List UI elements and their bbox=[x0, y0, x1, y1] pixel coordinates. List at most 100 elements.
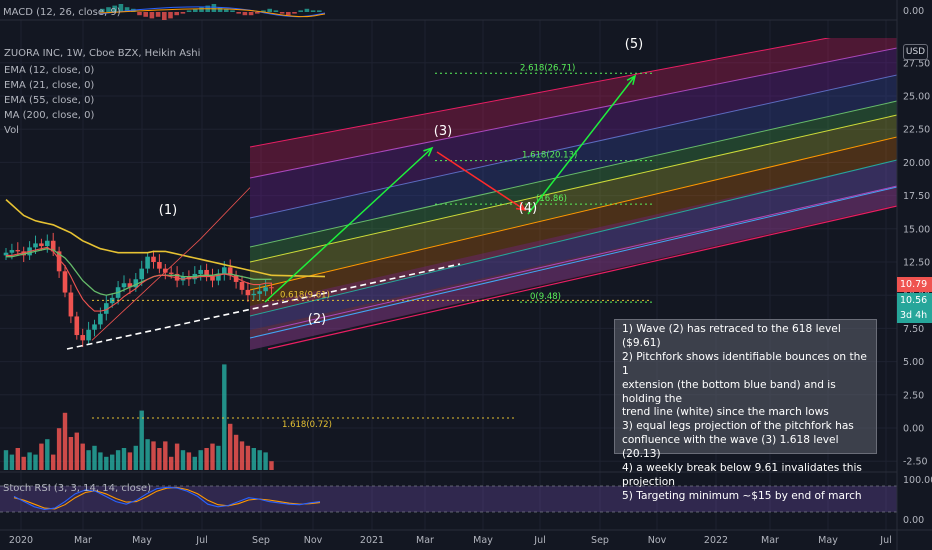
stoch-label: Stoch RSI (3, 3, 14, 14, close) bbox=[3, 483, 151, 494]
macd-bar bbox=[168, 12, 173, 19]
volume-bars: 1.618(0.72) bbox=[3, 364, 515, 470]
analysis-note[interactable]: 1) Wave (2) has retraced to the 618 leve… bbox=[614, 319, 877, 502]
pitchfork-band-lower bbox=[250, 160, 897, 330]
macd-bar bbox=[100, 8, 105, 12]
time-tick-label: Mar bbox=[416, 535, 434, 546]
symbol-title: ZUORA INC, 1W, Cboe BZX, Heikin Ashi bbox=[4, 48, 200, 59]
fib-level-label: 1.618(20.13) bbox=[522, 151, 577, 161]
macd-tick-label: 0.00 bbox=[903, 6, 924, 17]
macd-bar bbox=[112, 5, 117, 12]
candle-body bbox=[50, 240, 56, 252]
fib-level-label: (16.86) bbox=[536, 194, 567, 204]
pitchfork-line bbox=[267, 185, 897, 331]
candle-body bbox=[80, 335, 85, 341]
fib-level-label: 0.618(9.61) bbox=[280, 290, 330, 300]
macd-bar bbox=[162, 12, 167, 20]
candle-body bbox=[15, 250, 21, 252]
candle-body bbox=[68, 292, 74, 317]
macd-bar bbox=[137, 12, 142, 16]
volume-bar bbox=[245, 445, 251, 470]
candle-body bbox=[121, 283, 127, 288]
volume-bar bbox=[186, 452, 192, 470]
macd-bar bbox=[230, 10, 235, 12]
macd-bar bbox=[304, 8, 310, 12]
macd-bar bbox=[267, 8, 272, 12]
time-tick-label: Mar bbox=[761, 535, 779, 546]
macd-pane: MACD (12, 26, close, 9) bbox=[0, 4, 897, 21]
volume-bar bbox=[3, 450, 9, 470]
legend: ZUORA INC, 1W, Cboe BZX, Heikin Ashi EMA… bbox=[4, 48, 200, 136]
macd-bar bbox=[298, 10, 303, 12]
volume-bar bbox=[121, 448, 127, 470]
macd-bar bbox=[124, 7, 130, 12]
volume-bar bbox=[21, 456, 26, 470]
pitchfork-band bbox=[250, 160, 897, 338]
volume-bar bbox=[15, 448, 20, 470]
note-line: 5) Targeting minimum ~$15 by end of marc… bbox=[622, 489, 862, 502]
note-line: 4) a weekly break below 9.61 invalidates… bbox=[622, 462, 862, 475]
time-axis[interactable]: 2020 Mar May Jul Sep Nov 2021 Mar May Jul Sep Nov 20… bbox=[0, 529, 932, 546]
volume-bar bbox=[27, 452, 32, 470]
volume-bar bbox=[210, 443, 215, 470]
volume-bar bbox=[222, 364, 227, 470]
price-tick-label: 17.50 bbox=[903, 191, 930, 202]
candle-body bbox=[56, 251, 62, 272]
price-tick-label: 20.00 bbox=[903, 158, 930, 169]
time-tick-label: 2022 bbox=[704, 535, 728, 546]
macd-bar bbox=[317, 10, 322, 12]
macd-bar bbox=[261, 10, 266, 12]
wave-label: (3) bbox=[434, 124, 452, 139]
candle-body bbox=[86, 329, 91, 341]
volume-bar bbox=[174, 443, 180, 470]
time-tick-label: Mar bbox=[74, 535, 92, 546]
pitchfork-line bbox=[267, 205, 897, 350]
pitchfork-line bbox=[249, 47, 897, 179]
note-line: 3) equal legs projection of the pitchfor… bbox=[622, 420, 854, 433]
volume-bar bbox=[163, 441, 168, 470]
price-tick-label: 25.00 bbox=[903, 92, 930, 103]
ma200-line-ext bbox=[271, 274, 326, 278]
stoch-lines bbox=[13, 486, 321, 510]
macd-bar bbox=[174, 12, 179, 16]
stoch-d-line bbox=[13, 487, 321, 510]
pitchfork-band bbox=[250, 137, 897, 316]
volume-bar bbox=[33, 454, 38, 470]
projection-arrow-down-head bbox=[515, 202, 527, 212]
volume-bar bbox=[263, 452, 268, 470]
wave-line bbox=[91, 239, 201, 341]
wave-line bbox=[199, 187, 251, 240]
volume-bar bbox=[139, 410, 144, 470]
volume-fib-label: 1.618(0.72) bbox=[282, 420, 332, 430]
volume-bar bbox=[86, 450, 91, 470]
candle-body bbox=[33, 243, 38, 248]
macd-bar bbox=[193, 8, 198, 12]
stoch-k-line bbox=[13, 486, 321, 510]
candle-body bbox=[151, 256, 156, 262]
last-price-tag: 10.79 bbox=[897, 277, 932, 292]
volume-bar bbox=[110, 454, 115, 470]
price-tick-label: 5.00 bbox=[903, 357, 924, 368]
volume-bar bbox=[133, 445, 138, 470]
candle-body bbox=[180, 276, 186, 281]
note-line: extension (the bottom blue band) and is … bbox=[622, 378, 836, 405]
candle-body bbox=[227, 267, 233, 276]
pitchfork-line bbox=[249, 74, 897, 219]
candle-body bbox=[251, 293, 257, 296]
candle-body bbox=[198, 269, 203, 274]
time-tick-label: May bbox=[818, 535, 838, 546]
macd-bar bbox=[199, 7, 204, 12]
indicator-ema55: EMA (55, close, 0) bbox=[4, 95, 94, 106]
time-tick-label: Jul bbox=[195, 535, 207, 546]
pitchfork-bands bbox=[249, 38, 897, 350]
projection-arrow-up bbox=[264, 147, 433, 303]
candle-body bbox=[269, 287, 274, 289]
candle-body bbox=[45, 240, 50, 247]
currency-badge[interactable]: USD bbox=[903, 44, 928, 60]
pitchfork-line bbox=[249, 136, 897, 291]
candle-body bbox=[233, 275, 239, 282]
candle-body bbox=[216, 273, 221, 281]
pitchfork-band bbox=[250, 75, 897, 247]
note-line: projection bbox=[622, 475, 675, 488]
pitchfork-line bbox=[249, 186, 897, 339]
